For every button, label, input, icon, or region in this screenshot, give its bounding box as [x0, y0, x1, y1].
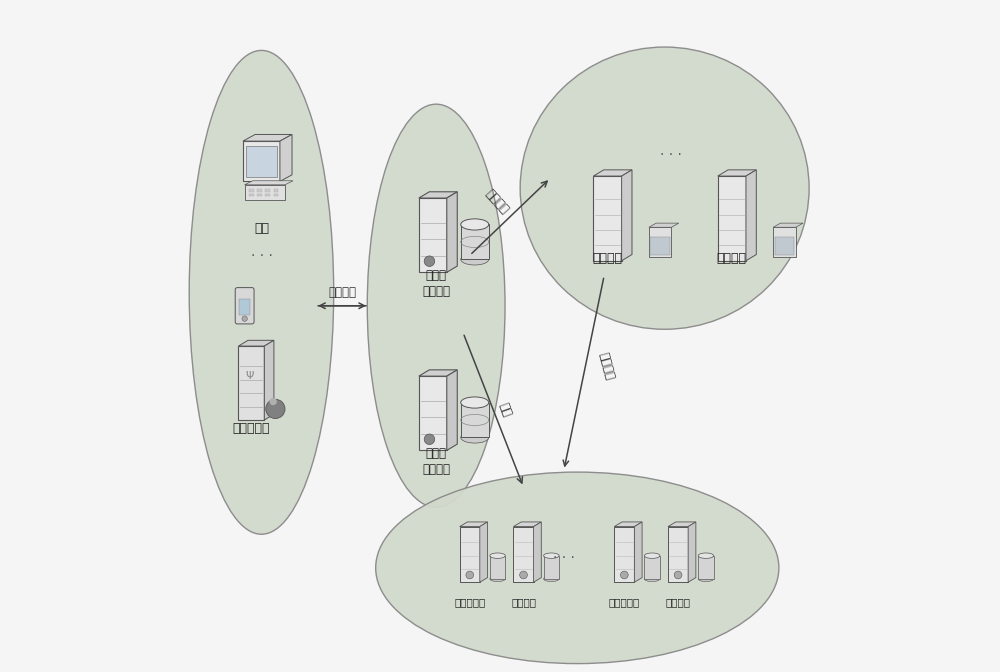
Text: . . .: . . . — [553, 548, 575, 561]
Text: 应用服务器: 应用服务器 — [233, 422, 270, 435]
Circle shape — [266, 399, 285, 419]
Polygon shape — [718, 170, 756, 176]
Polygon shape — [668, 522, 696, 527]
FancyBboxPatch shape — [544, 556, 559, 579]
Circle shape — [424, 434, 435, 444]
Text: 终端: 终端 — [254, 222, 269, 235]
Circle shape — [466, 571, 474, 579]
Polygon shape — [513, 522, 541, 527]
Ellipse shape — [698, 553, 714, 558]
FancyBboxPatch shape — [245, 185, 285, 200]
FancyBboxPatch shape — [775, 237, 794, 255]
Ellipse shape — [461, 219, 489, 230]
Bar — [257, 194, 262, 196]
Circle shape — [520, 571, 527, 579]
Polygon shape — [614, 522, 642, 527]
Text: 管理节点: 管理节点 — [593, 252, 623, 265]
Ellipse shape — [644, 576, 660, 581]
Text: Ψ: Ψ — [246, 371, 254, 380]
Polygon shape — [447, 192, 457, 272]
Ellipse shape — [461, 254, 489, 265]
FancyBboxPatch shape — [644, 556, 660, 579]
FancyBboxPatch shape — [238, 346, 264, 420]
Ellipse shape — [189, 50, 334, 534]
FancyBboxPatch shape — [419, 376, 447, 450]
Ellipse shape — [461, 397, 489, 408]
FancyBboxPatch shape — [490, 556, 505, 579]
Ellipse shape — [490, 576, 505, 581]
Polygon shape — [419, 370, 457, 376]
Bar — [257, 189, 262, 192]
Polygon shape — [243, 134, 292, 141]
Ellipse shape — [698, 576, 714, 581]
FancyBboxPatch shape — [235, 288, 254, 324]
Text: 备份节点: 备份节点 — [511, 597, 536, 607]
FancyBboxPatch shape — [593, 176, 622, 261]
Text: 元数据
调度节点: 元数据 调度节点 — [422, 447, 450, 476]
FancyBboxPatch shape — [239, 299, 250, 315]
Polygon shape — [480, 522, 488, 582]
Polygon shape — [746, 170, 756, 261]
FancyBboxPatch shape — [718, 176, 746, 261]
FancyBboxPatch shape — [246, 146, 277, 177]
Circle shape — [424, 256, 435, 266]
FancyBboxPatch shape — [650, 237, 670, 255]
Bar — [265, 194, 270, 196]
Ellipse shape — [376, 472, 779, 664]
Circle shape — [620, 571, 628, 579]
FancyBboxPatch shape — [698, 556, 714, 579]
Circle shape — [269, 398, 277, 405]
Bar — [265, 189, 270, 192]
Text: . . .: . . . — [660, 144, 682, 158]
Bar — [274, 194, 278, 196]
FancyBboxPatch shape — [460, 527, 480, 582]
FancyBboxPatch shape — [649, 227, 671, 257]
Polygon shape — [264, 340, 274, 420]
Ellipse shape — [644, 553, 660, 558]
Polygon shape — [460, 522, 488, 527]
Text: . . .: . . . — [251, 245, 272, 259]
FancyBboxPatch shape — [461, 403, 489, 437]
FancyBboxPatch shape — [419, 198, 447, 272]
FancyBboxPatch shape — [513, 527, 534, 582]
Ellipse shape — [520, 47, 809, 329]
Polygon shape — [688, 522, 696, 582]
Polygon shape — [419, 192, 457, 198]
FancyBboxPatch shape — [773, 227, 796, 257]
Text: 数据主节点: 数据主节点 — [454, 597, 485, 607]
FancyBboxPatch shape — [461, 224, 489, 259]
Polygon shape — [773, 223, 803, 227]
Polygon shape — [622, 170, 632, 261]
FancyBboxPatch shape — [243, 141, 280, 181]
Circle shape — [674, 571, 682, 579]
Polygon shape — [447, 370, 457, 450]
Polygon shape — [593, 170, 632, 176]
Text: 数据主节点: 数据主节点 — [609, 597, 640, 607]
Text: 状态管理: 状态管理 — [482, 187, 511, 216]
FancyBboxPatch shape — [668, 527, 688, 582]
Polygon shape — [634, 522, 642, 582]
Polygon shape — [238, 340, 274, 346]
Ellipse shape — [461, 432, 489, 443]
Bar — [249, 194, 254, 196]
Ellipse shape — [367, 104, 505, 507]
Polygon shape — [649, 223, 679, 227]
Text: 数据收发: 数据收发 — [328, 286, 356, 299]
Ellipse shape — [544, 553, 559, 558]
FancyBboxPatch shape — [614, 527, 634, 582]
Text: 元数据
调度节点: 元数据 调度节点 — [422, 269, 450, 298]
Polygon shape — [534, 522, 541, 582]
Text: 备份节点: 备份节点 — [666, 597, 691, 607]
Circle shape — [242, 316, 247, 321]
Ellipse shape — [490, 553, 505, 558]
Bar — [274, 189, 278, 192]
Polygon shape — [280, 134, 292, 181]
Bar — [249, 189, 254, 192]
Polygon shape — [245, 181, 293, 185]
Text: 状态管理: 状态管理 — [596, 351, 616, 382]
Text: 管理节点: 管理节点 — [717, 252, 747, 265]
Text: 调度: 调度 — [497, 401, 514, 419]
Ellipse shape — [544, 576, 559, 581]
